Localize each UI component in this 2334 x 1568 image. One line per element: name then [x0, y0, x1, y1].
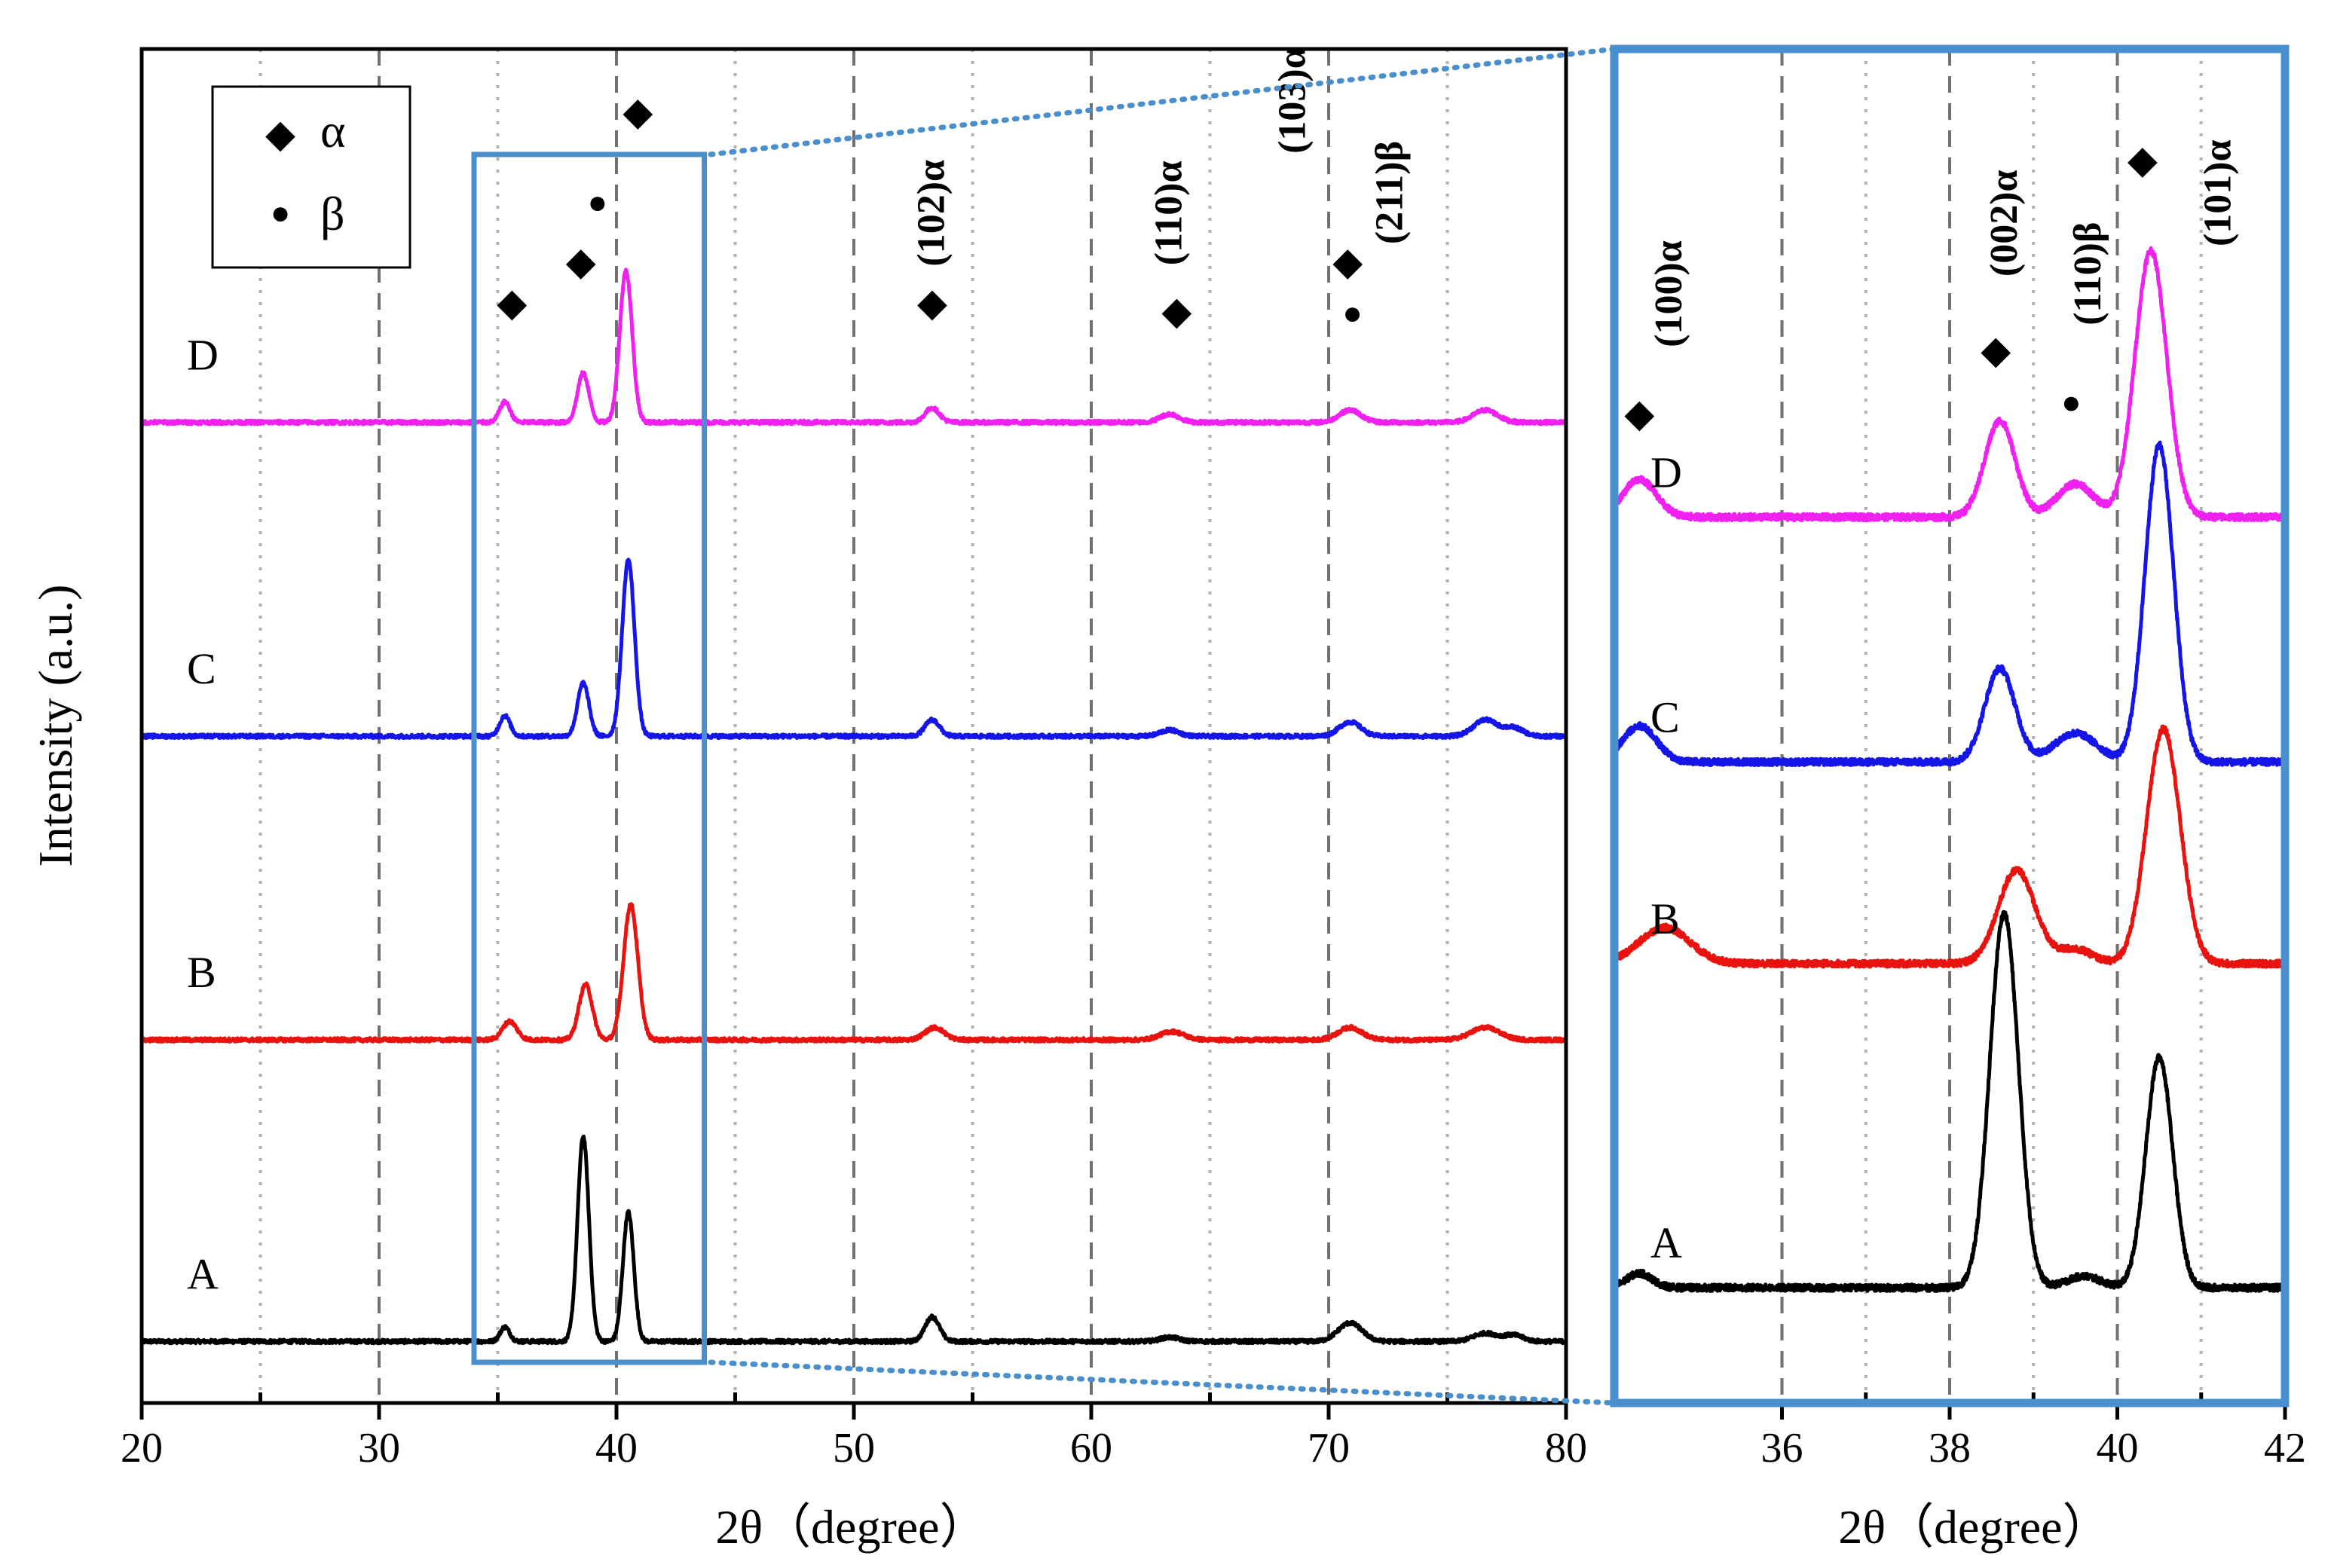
beta-peak-marker: ● [588, 184, 608, 221]
peak-index-label: (110)β [2066, 222, 2109, 326]
main-x-axis-label: 2θ（degree） [715, 1500, 987, 1554]
alpha-peak-marker: ◆ [497, 282, 527, 325]
series-D-line [140, 267, 1568, 426]
series-B-line [140, 902, 1568, 1044]
beta-peak-marker: ● [2061, 384, 2082, 421]
alpha-peak-marker: ◆ [1624, 393, 1654, 436]
x-tick-label: 40 [595, 1425, 638, 1472]
legend: ◆ α ● β [211, 85, 411, 269]
beta-peak-marker: ● [1342, 295, 1363, 332]
alpha-peak-marker: ◆ [623, 91, 653, 134]
x-tick-label: 30 [358, 1425, 400, 1472]
legend-box [211, 85, 411, 269]
x-tick-label: 70 [1308, 1425, 1350, 1472]
alpha-peak-marker: ◆ [566, 241, 596, 284]
peak-index-label: (100)α [1647, 240, 1690, 347]
series-B-label: B [187, 948, 216, 997]
legend-label-beta: β [320, 187, 345, 240]
zoom-annotations: ◆ ◆ ● ◆ (100)α (002)α (110)β (101)α [1624, 139, 2239, 435]
alpha-peak-marker: ◆ [1161, 290, 1191, 333]
peak-index-label: (101)α [2197, 139, 2240, 246]
zoom-plot-frame [1610, 44, 2290, 1408]
series-A-label: A [1650, 1218, 1682, 1267]
main-plot-frame [139, 47, 1568, 1405]
series-C-line [139, 558, 1568, 741]
series-C-label: C [187, 644, 216, 693]
main-series-group: A B C D [139, 267, 1568, 1346]
series-A-line [139, 1134, 1568, 1346]
series-D-label: D [1650, 448, 1682, 497]
peak-index-label: (211)β [1369, 141, 1412, 244]
peak-index-label: (110)α [1148, 160, 1191, 265]
alpha-peak-marker: ◆ [1332, 241, 1363, 284]
x-tick-label: 60 [1070, 1425, 1112, 1472]
main-chart-panel: A B C D 20 30 40 50 60 70 80 ◆ ◆ ● ◆ ◆ ◆ ◆ ● (102)α (110)α… [29, 47, 1587, 1554]
zoom-x-ticks: 36 38 40 42 [1761, 1392, 2306, 1472]
zoom-gridlines [1780, 49, 2203, 1403]
peak-index-label: (002)α [1983, 170, 2026, 277]
zoom-connector-bottom [708, 1359, 1617, 1406]
zoom-chart-panel: A B C D 36 38 40 42 ◆ ◆ ● ◆ (100)α (002)α (110)β (101… [1610, 44, 2306, 1554]
series-B-line [1612, 724, 2287, 969]
main-annotations: ◆ ◆ ● ◆ ◆ ◆ ◆ ● (102)α (110)α (103)α (211)β [497, 47, 1411, 333]
peak-index-label: (102)α [910, 160, 953, 267]
alpha-peak-marker: ◆ [917, 282, 947, 325]
x-tick-label: 42 [2264, 1425, 2306, 1472]
alpha-peak-marker: ◆ [1981, 329, 2011, 372]
zoom-x-axis-label: 2θ（degree） [1838, 1500, 2110, 1554]
x-tick-label: 40 [2097, 1425, 2139, 1472]
main-x-ticks: 20 30 40 50 60 70 80 [121, 1392, 1587, 1472]
legend-label-alpha: α [320, 104, 346, 157]
x-tick-label: 38 [1929, 1425, 1971, 1472]
legend-marker-beta: ● [271, 194, 291, 231]
zoom-series-group: A B C D [1612, 246, 2287, 1293]
main-zoom-box [471, 151, 708, 1365]
series-D-line [1612, 246, 2287, 523]
series-C-label: C [1650, 692, 1680, 741]
x-tick-label: 80 [1545, 1425, 1587, 1472]
x-tick-label: 36 [1761, 1425, 1803, 1472]
series-C-line [1612, 440, 2287, 768]
series-B-label: B [1650, 894, 1680, 943]
series-A-label: A [187, 1249, 219, 1298]
series-D-label: D [187, 331, 219, 380]
main-gridlines [258, 49, 1449, 1403]
legend-marker-alpha: ◆ [265, 113, 295, 156]
zoom-connector-top [708, 46, 1617, 157]
main-y-axis-label: Intensity (a.u.) [29, 585, 82, 867]
x-tick-label: 50 [833, 1425, 875, 1472]
series-A-line [1612, 909, 2287, 1293]
peak-index-label: (103)α [1271, 47, 1314, 154]
alpha-peak-marker: ◆ [2128, 139, 2158, 182]
x-tick-label: 20 [121, 1425, 163, 1472]
